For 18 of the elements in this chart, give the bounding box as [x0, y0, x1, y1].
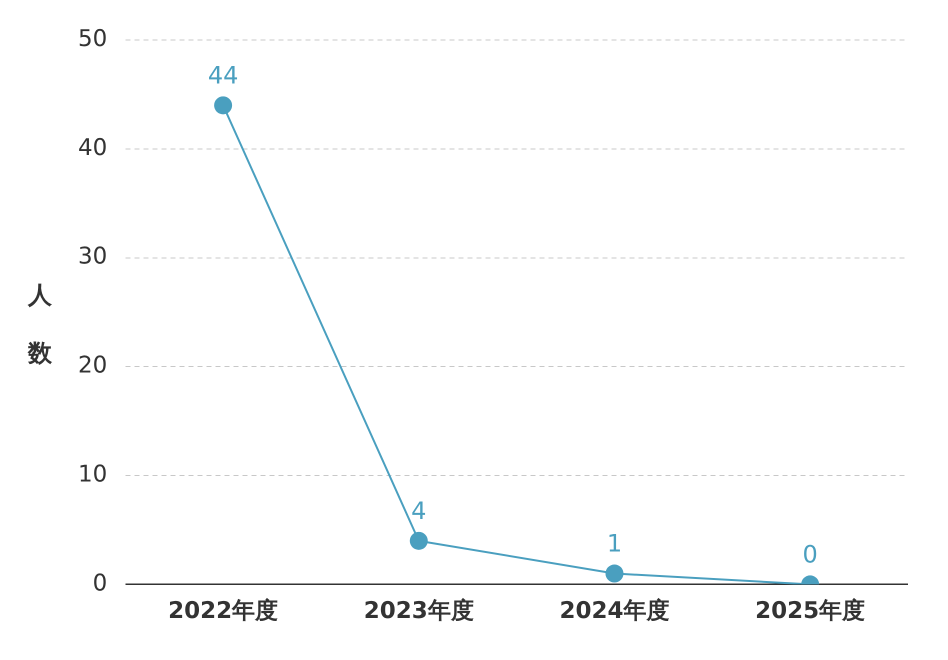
point	[605, 564, 624, 583]
y-tick-label: 30	[78, 244, 108, 270]
data-label: 44	[208, 62, 238, 90]
x-tick-label: 2023年度	[364, 597, 474, 624]
point	[214, 96, 232, 114]
y-tick-label: 20	[78, 352, 108, 379]
y-tick-label: 0	[92, 570, 108, 596]
y-tick-label: 10	[78, 461, 108, 488]
x-tick-label: 2022年度	[168, 597, 278, 624]
x-tick-label: 2024年度	[559, 597, 670, 624]
x-tick-label: 2025年度	[755, 597, 866, 624]
y-tick-label: 50	[78, 26, 108, 52]
text: 人数	[28, 281, 52, 367]
data-label: 0	[802, 540, 818, 569]
data-label: 4	[411, 497, 426, 526]
data-label: 1	[606, 530, 622, 558]
point	[410, 532, 428, 550]
y-tick-label: 40	[78, 134, 108, 161]
